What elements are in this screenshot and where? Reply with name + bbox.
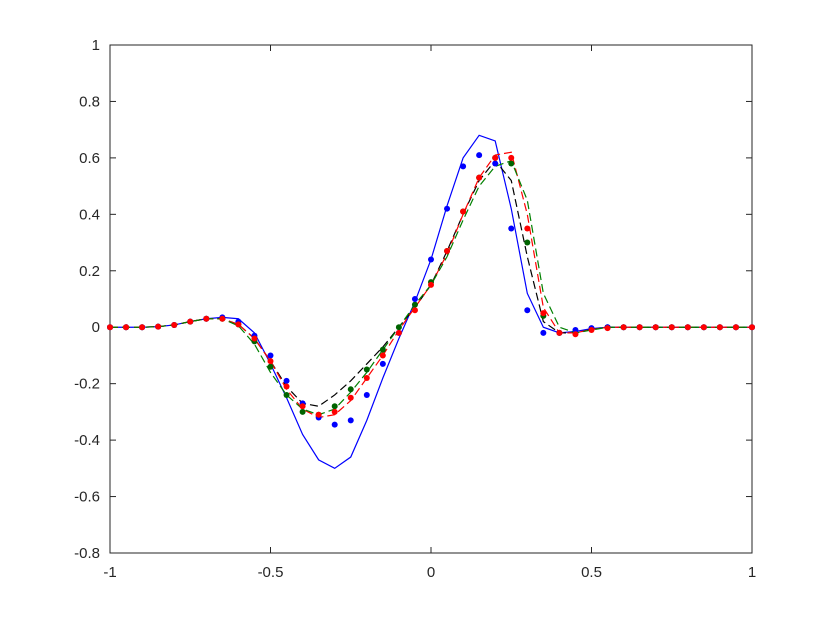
data-point (331, 421, 338, 428)
y-tick-label: -0.6 (74, 489, 100, 506)
data-point (460, 163, 467, 170)
data-point (540, 329, 547, 336)
data-point (347, 386, 354, 393)
data-point (251, 335, 258, 342)
axes-box (109, 44, 753, 554)
data-point (219, 315, 226, 322)
data-point (299, 408, 306, 415)
data-point (315, 411, 322, 418)
y-tick-label: -0.2 (74, 376, 100, 393)
data-point (395, 324, 402, 331)
data-point (363, 366, 370, 373)
data-point (684, 324, 691, 331)
data-point (171, 321, 178, 328)
x-tick-label: 0 (427, 564, 435, 581)
y-tick-label: 0.6 (79, 150, 100, 167)
x-tick-label: -1 (103, 564, 116, 581)
data-point (508, 225, 515, 232)
data-point (476, 174, 483, 181)
y-tick-label: 0.8 (79, 93, 100, 110)
data-point (347, 417, 354, 424)
data-point (524, 307, 531, 314)
data-point (379, 352, 386, 359)
y-tick-label: 0.4 (79, 206, 100, 223)
data-point (492, 160, 499, 167)
data-point (283, 383, 290, 390)
data-point (700, 324, 707, 331)
y-tick-label: -0.4 (74, 432, 100, 449)
x-tick-label: 1 (748, 564, 756, 581)
data-point (540, 310, 547, 317)
data-point (107, 324, 113, 331)
data-point (331, 403, 338, 410)
data-point (411, 296, 418, 302)
data-point (588, 327, 595, 334)
data-point (187, 318, 194, 325)
data-point (460, 208, 467, 215)
data-point (139, 324, 146, 331)
data-point (620, 324, 627, 331)
data-point (428, 281, 434, 288)
data-point (267, 358, 274, 365)
data-point (556, 329, 563, 336)
data-point (604, 325, 611, 332)
data-point (492, 154, 499, 161)
data-point (476, 152, 483, 159)
data-point (331, 408, 338, 415)
data-point (508, 160, 515, 167)
data-point (716, 324, 723, 331)
data-point (299, 403, 306, 410)
data-point (652, 324, 659, 331)
data-point (379, 346, 386, 353)
data-point (524, 225, 531, 232)
data-point (668, 324, 675, 331)
data-point (572, 331, 579, 338)
data-point (379, 360, 386, 367)
data-point (155, 323, 162, 330)
data-point (428, 256, 434, 263)
data-point (283, 391, 290, 398)
y-tick-label: 0 (92, 319, 100, 336)
x-tick-label: 0.5 (581, 564, 602, 581)
data-point (508, 154, 515, 161)
data-point (363, 375, 370, 382)
data-point (347, 394, 354, 401)
x-tick-label: -0.5 (258, 564, 284, 581)
data-point (235, 321, 242, 328)
data-point (572, 327, 579, 334)
data-point (123, 324, 130, 331)
data-point (732, 324, 739, 331)
data-point (749, 324, 755, 331)
data-point (267, 352, 274, 359)
data-point (203, 315, 210, 322)
data-point (636, 324, 643, 331)
data-point (444, 248, 451, 255)
y-tick-label: 0.2 (79, 263, 100, 280)
data-point (363, 391, 370, 398)
data-point (444, 205, 451, 212)
data-point (267, 363, 274, 370)
data-point (411, 307, 418, 314)
data-point (395, 329, 402, 336)
y-tick-label: 1 (92, 37, 100, 54)
data-point (524, 239, 531, 246)
data-point (283, 377, 290, 384)
y-tick-label: -0.8 (74, 545, 100, 562)
data-point (411, 301, 418, 308)
